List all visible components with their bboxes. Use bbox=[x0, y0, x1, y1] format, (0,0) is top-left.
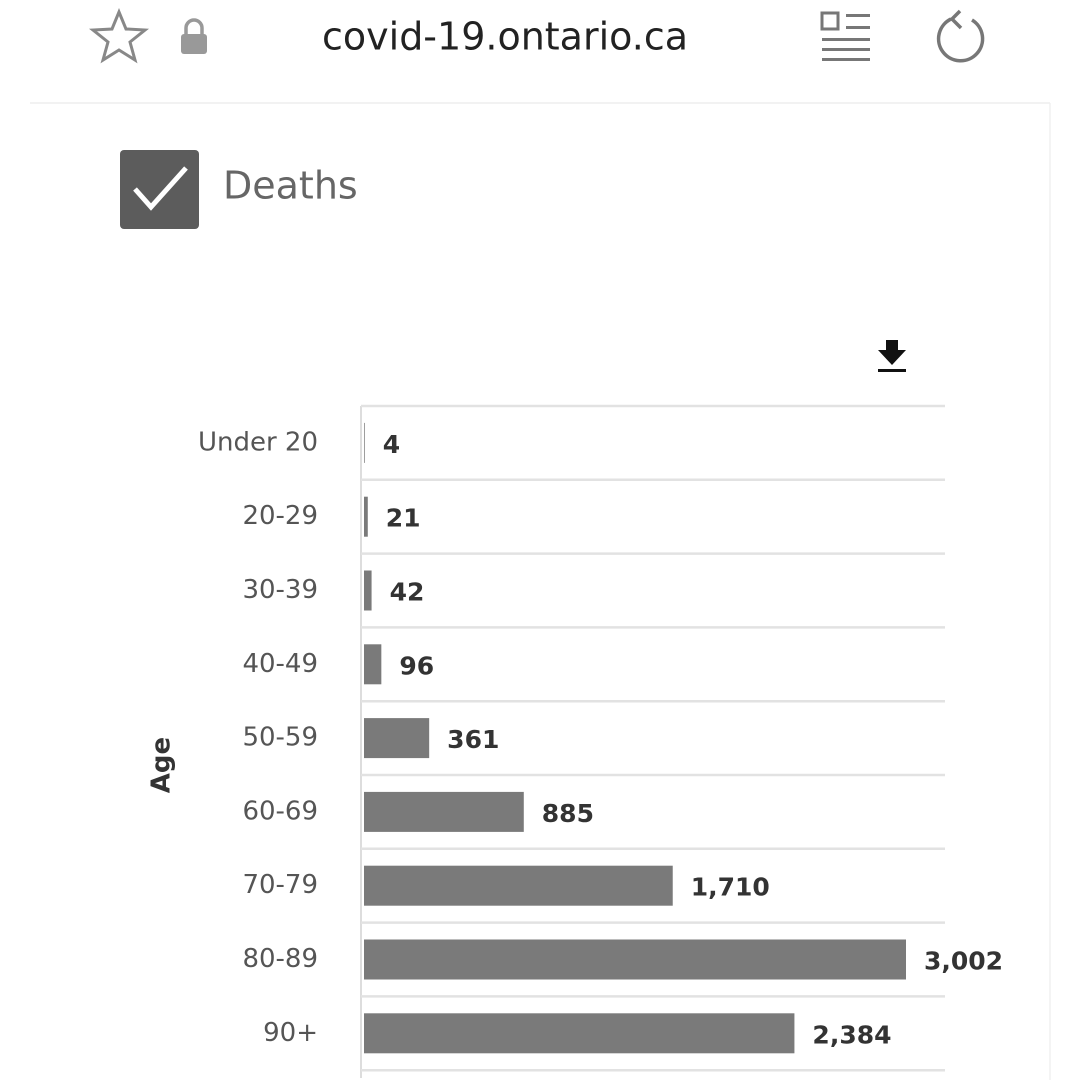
checkbox[interactable] bbox=[120, 150, 199, 229]
lock-icon bbox=[181, 18, 207, 54]
url[interactable]: covid-19.ontario.ca bbox=[322, 15, 688, 59]
bar bbox=[364, 791, 524, 832]
category-label: 50-59 bbox=[242, 723, 318, 753]
bar bbox=[364, 865, 673, 906]
reload-icon[interactable] bbox=[936, 9, 985, 63]
bar bbox=[364, 496, 368, 537]
y-axis-label: Age bbox=[147, 737, 177, 793]
value-label: 96 bbox=[399, 651, 434, 680]
value-label: 42 bbox=[390, 578, 425, 607]
category-label: 80-89 bbox=[242, 944, 318, 974]
value-label: 885 bbox=[542, 799, 594, 828]
bar bbox=[364, 644, 382, 685]
category-label: 20-29 bbox=[242, 501, 318, 531]
bar bbox=[364, 939, 906, 980]
value-label: 2,384 bbox=[812, 1020, 891, 1049]
value-label: 21 bbox=[386, 504, 421, 533]
value-label: 4 bbox=[383, 430, 400, 459]
category-label: Under 20 bbox=[198, 427, 318, 457]
category-label: 90+ bbox=[263, 1018, 318, 1048]
category-label: 70-79 bbox=[242, 870, 318, 900]
reader-icon[interactable] bbox=[820, 11, 870, 61]
value-label: 361 bbox=[447, 725, 499, 754]
category-label: 30-39 bbox=[242, 575, 318, 605]
bar bbox=[364, 718, 430, 759]
value-label: 1,710 bbox=[691, 873, 770, 902]
download-icon[interactable] bbox=[878, 340, 906, 372]
value-label: 3,002 bbox=[924, 947, 1003, 976]
checkbox-label[interactable]: Deaths bbox=[223, 164, 358, 208]
category-label: 40-49 bbox=[242, 649, 318, 679]
category-label: 60-69 bbox=[242, 796, 318, 826]
star-icon[interactable] bbox=[88, 8, 150, 64]
bar bbox=[364, 570, 372, 611]
bar bbox=[364, 1013, 795, 1054]
bar bbox=[364, 422, 365, 463]
